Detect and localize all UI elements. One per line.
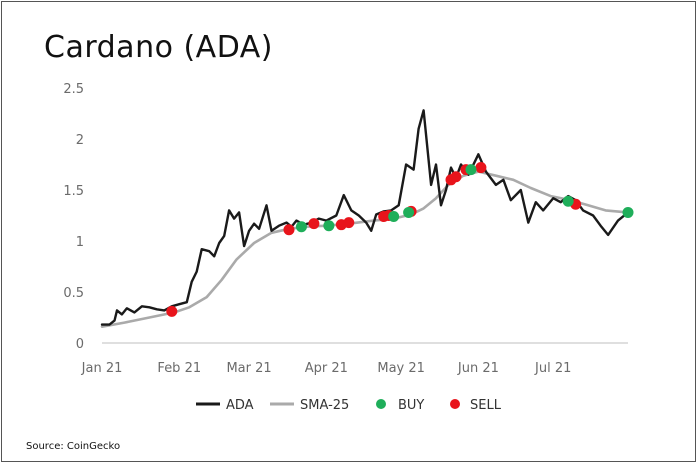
buy-marker (295, 221, 307, 233)
legend-ada-label: ADA (226, 398, 254, 413)
sell-marker (450, 171, 462, 183)
sell-marker (283, 224, 295, 236)
x-tick-label: Apr 21 (305, 361, 348, 376)
series-layer (100, 109, 630, 329)
x-tick-label: Jul 21 (534, 361, 571, 376)
buy-marker (403, 206, 415, 218)
sell-marker (475, 162, 487, 174)
x-tick-label: Jun 21 (457, 361, 499, 376)
legend-sell-label: SELL (470, 398, 502, 413)
buy-marker (465, 164, 477, 176)
buy-marker (562, 195, 574, 207)
ada-price-line (100, 109, 630, 326)
buy-marker (388, 211, 400, 223)
chart-title: Cardano (ADA) (44, 30, 273, 65)
y-tick-label: 1 (76, 235, 84, 250)
legend-buy-swatch (376, 399, 386, 409)
legend: ADA SMA-25 BUY SELL (196, 398, 502, 413)
sell-marker (166, 305, 178, 317)
y-tick-label: 2 (76, 133, 84, 148)
legend-sma-25-label: SMA-25 (300, 398, 349, 413)
axes: 0 0.5 1 1.5 2 2.5 Jan 21 Feb 21 Mar 21 Apr 21 May … (63, 82, 628, 376)
y-tick-label: 1.5 (63, 184, 84, 199)
legend-buy-label: BUY (398, 398, 424, 413)
x-tick-label: May 21 (377, 361, 425, 376)
source-note: Source: CoinGecko (26, 441, 121, 452)
x-tick-label: Feb 21 (157, 361, 201, 376)
marker-layer (166, 162, 634, 317)
y-tick-label: 0 (76, 337, 84, 352)
sell-marker (343, 217, 355, 229)
buy-marker (622, 206, 634, 218)
legend-sell-swatch (450, 399, 460, 409)
x-tick-label: Jan 21 (81, 361, 123, 376)
x-tick-label: Mar 21 (226, 361, 271, 376)
buy-marker (323, 220, 335, 232)
y-tick-label: 0.5 (63, 286, 84, 301)
sell-marker (308, 218, 320, 230)
y-tick-label: 2.5 (63, 82, 84, 97)
